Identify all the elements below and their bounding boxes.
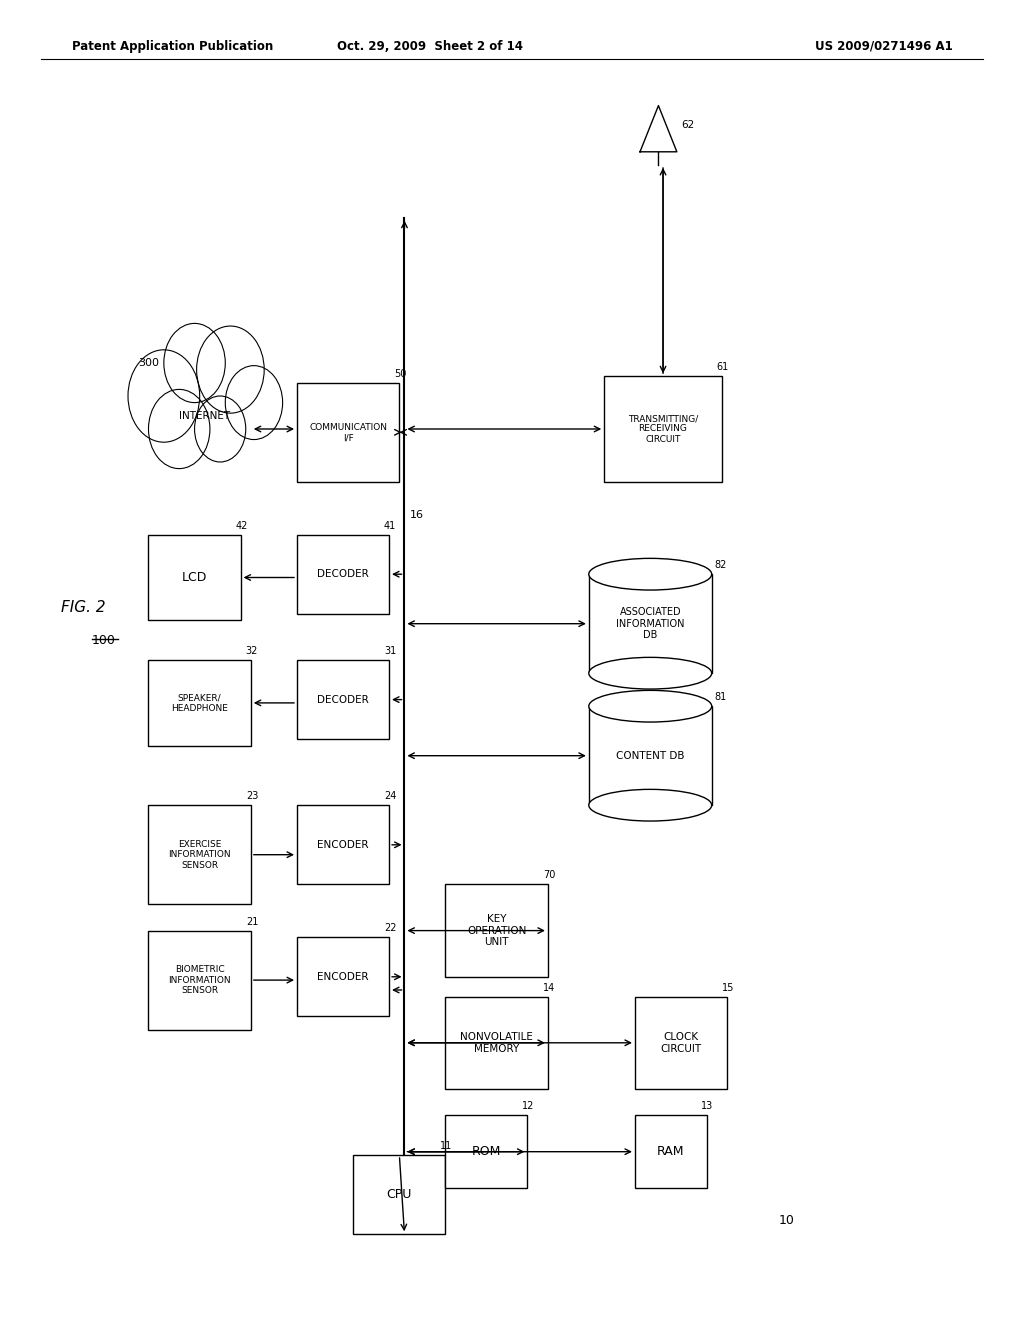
FancyBboxPatch shape: [445, 1115, 527, 1188]
Text: Oct. 29, 2009  Sheet 2 of 14: Oct. 29, 2009 Sheet 2 of 14: [337, 40, 523, 53]
FancyBboxPatch shape: [297, 383, 399, 482]
Text: ENCODER: ENCODER: [317, 972, 369, 982]
Text: DECODER: DECODER: [317, 569, 369, 579]
Text: 41: 41: [384, 520, 396, 531]
Text: 50: 50: [394, 368, 407, 379]
FancyBboxPatch shape: [589, 574, 712, 673]
Text: 300: 300: [138, 358, 160, 368]
FancyBboxPatch shape: [635, 1115, 707, 1188]
Text: 22: 22: [384, 923, 396, 933]
Text: 23: 23: [246, 791, 258, 801]
Text: DECODER: DECODER: [317, 694, 369, 705]
FancyBboxPatch shape: [445, 884, 548, 977]
Circle shape: [148, 389, 210, 469]
Text: TRANSMITTING/
RECEIVING
CIRCUIT: TRANSMITTING/ RECEIVING CIRCUIT: [628, 414, 698, 444]
FancyBboxPatch shape: [148, 805, 251, 904]
Text: 24: 24: [384, 791, 396, 801]
Text: 42: 42: [236, 520, 248, 531]
Text: 16: 16: [410, 510, 424, 520]
FancyBboxPatch shape: [604, 376, 722, 482]
FancyBboxPatch shape: [148, 535, 241, 620]
Text: RAM: RAM: [657, 1146, 684, 1158]
Text: 12: 12: [522, 1101, 535, 1111]
FancyBboxPatch shape: [297, 535, 389, 614]
Ellipse shape: [589, 657, 712, 689]
Text: 70: 70: [543, 870, 555, 880]
Text: 31: 31: [384, 645, 396, 656]
Ellipse shape: [589, 558, 712, 590]
Text: ROM: ROM: [472, 1146, 501, 1158]
Text: BIOMETRIC
INFORMATION
SENSOR: BIOMETRIC INFORMATION SENSOR: [168, 965, 231, 995]
Text: 100: 100: [92, 634, 116, 647]
Text: FIG. 2: FIG. 2: [61, 599, 106, 615]
Text: ENCODER: ENCODER: [317, 840, 369, 850]
Text: COMMUNICATION
I/F: COMMUNICATION I/F: [309, 422, 387, 442]
Text: CONTENT DB: CONTENT DB: [616, 751, 684, 760]
Circle shape: [195, 396, 246, 462]
Text: 15: 15: [722, 982, 734, 993]
Text: CLOCK
CIRCUIT: CLOCK CIRCUIT: [660, 1032, 701, 1053]
FancyBboxPatch shape: [148, 660, 251, 746]
Text: 62: 62: [681, 120, 694, 131]
Ellipse shape: [589, 690, 712, 722]
Text: CPU: CPU: [387, 1188, 412, 1201]
FancyBboxPatch shape: [635, 997, 727, 1089]
Text: 82: 82: [715, 560, 727, 570]
Text: 61: 61: [717, 362, 729, 372]
Circle shape: [164, 323, 225, 403]
FancyBboxPatch shape: [297, 937, 389, 1016]
Text: NONVOLATILE
MEMORY: NONVOLATILE MEMORY: [460, 1032, 534, 1053]
Circle shape: [197, 326, 264, 413]
Text: 11: 11: [440, 1140, 453, 1151]
Text: US 2009/0271496 A1: US 2009/0271496 A1: [814, 40, 952, 53]
Text: 14: 14: [543, 982, 555, 993]
Text: KEY
OPERATION
UNIT: KEY OPERATION UNIT: [467, 913, 526, 948]
Text: Patent Application Publication: Patent Application Publication: [72, 40, 273, 53]
Text: 32: 32: [246, 645, 258, 656]
Text: ASSOCIATED
INFORMATION
DB: ASSOCIATED INFORMATION DB: [616, 607, 684, 640]
Text: LCD: LCD: [182, 572, 207, 583]
Circle shape: [128, 350, 200, 442]
Text: 13: 13: [701, 1101, 714, 1111]
Text: SPEAKER/
HEADPHONE: SPEAKER/ HEADPHONE: [171, 693, 228, 713]
Text: INTERNET: INTERNET: [179, 411, 230, 421]
FancyBboxPatch shape: [589, 706, 712, 805]
Text: 10: 10: [778, 1214, 795, 1228]
Text: EXERCISE
INFORMATION
SENSOR: EXERCISE INFORMATION SENSOR: [168, 840, 231, 870]
Text: 81: 81: [715, 692, 727, 702]
Circle shape: [225, 366, 283, 440]
FancyBboxPatch shape: [297, 660, 389, 739]
FancyBboxPatch shape: [445, 997, 548, 1089]
Text: 21: 21: [246, 916, 258, 927]
Ellipse shape: [589, 789, 712, 821]
FancyBboxPatch shape: [297, 805, 389, 884]
FancyBboxPatch shape: [148, 931, 251, 1030]
FancyBboxPatch shape: [353, 1155, 445, 1234]
